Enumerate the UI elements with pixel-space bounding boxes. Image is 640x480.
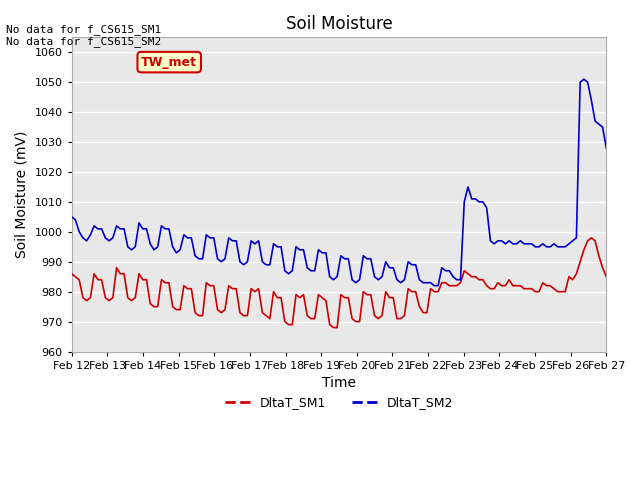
Y-axis label: Soil Moisture (mV): Soil Moisture (mV) <box>15 131 29 258</box>
X-axis label: Time: Time <box>322 376 356 390</box>
Legend: DltaT_SM1, DltaT_SM2: DltaT_SM1, DltaT_SM2 <box>220 391 458 414</box>
Title: Soil Moisture: Soil Moisture <box>285 15 392 33</box>
Text: TW_met: TW_met <box>141 56 197 69</box>
Text: No data for f_CS615_SM1
No data for f_CS615_SM2: No data for f_CS615_SM1 No data for f_CS… <box>6 24 162 48</box>
